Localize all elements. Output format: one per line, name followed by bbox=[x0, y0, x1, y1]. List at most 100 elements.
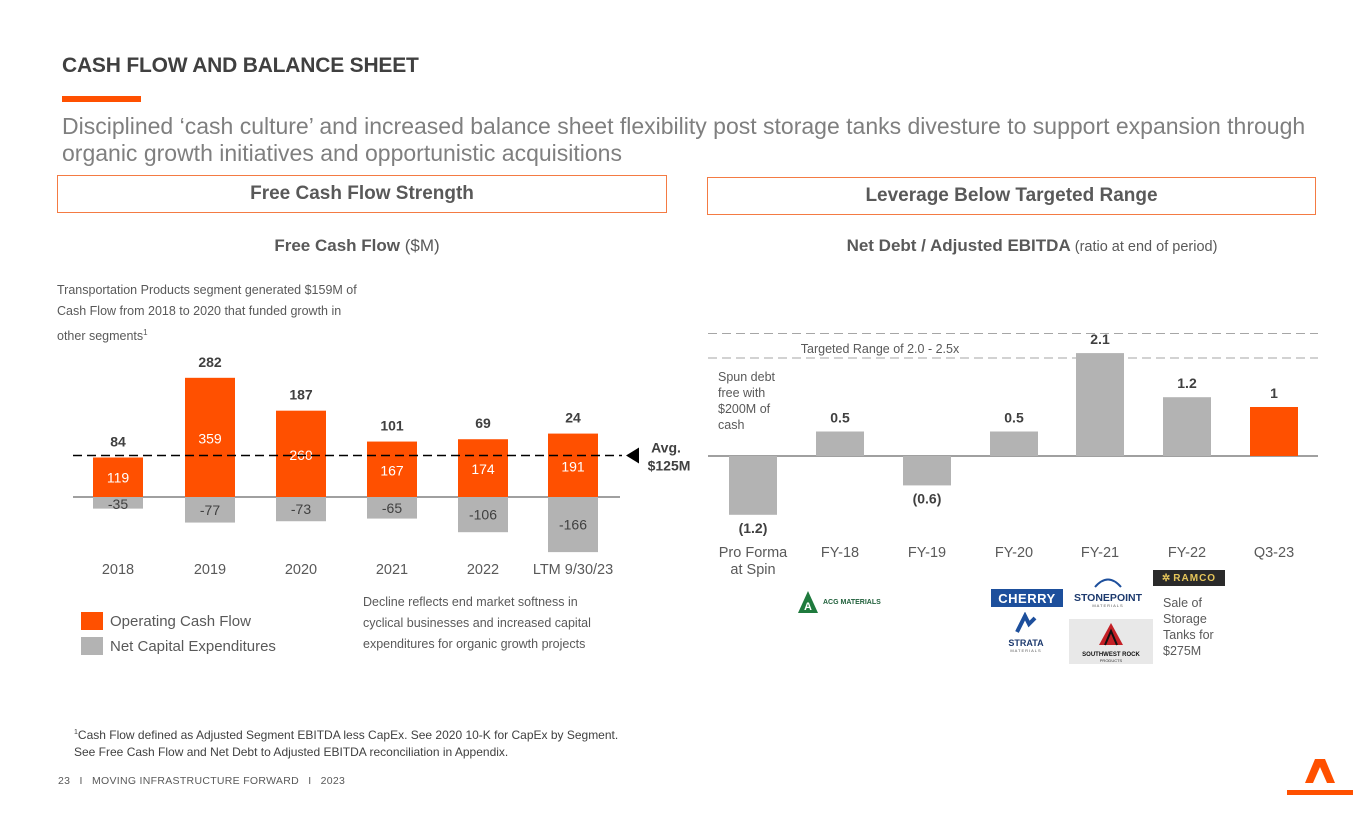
leverage-bar bbox=[1250, 407, 1298, 456]
operating-cash-flow-label: 167 bbox=[380, 462, 404, 478]
leverage-bar bbox=[816, 431, 864, 456]
strata-logo-text: STRATA bbox=[1008, 638, 1044, 648]
title-accent-bar bbox=[62, 96, 141, 102]
fcf-category-label: 2022 bbox=[467, 562, 499, 578]
acg-mark-letter: A bbox=[804, 601, 812, 613]
free-cash-flow-total-label: 84 bbox=[110, 433, 126, 449]
free-cash-flow-total-label: 69 bbox=[475, 415, 491, 431]
footer-sep-2: I bbox=[308, 775, 312, 787]
net-capex-bar bbox=[458, 497, 508, 533]
ramco-mark-icon: ✲ bbox=[1161, 572, 1172, 584]
right-panel-header-text: Leverage Below Targeted Range bbox=[865, 185, 1158, 206]
target-range-label: Targeted Range of 2.0 - 2.5x bbox=[801, 342, 960, 356]
average-label-line2: $125M bbox=[648, 458, 691, 474]
southwest-rock-logo-text: SOUTHWEST ROCK bbox=[1082, 652, 1140, 658]
southwest-rock-logo: SOUTHWEST ROCK PRODUCTS bbox=[1069, 619, 1153, 664]
free-cash-flow-total-label: 187 bbox=[289, 387, 313, 403]
page-subtitle: Disciplined ‘cash culture’ and increased… bbox=[62, 113, 1306, 166]
stonepoint-mark-icon bbox=[1094, 578, 1122, 588]
operating-cash-flow-bar bbox=[367, 441, 417, 497]
fcf-chart: 119-35842018359-772822019260-73187202016… bbox=[73, 354, 691, 578]
leverage-value-label: 1.2 bbox=[1177, 375, 1197, 391]
free-cash-flow-total-label: 101 bbox=[380, 418, 404, 434]
left-panel-header-text: Free Cash Flow Strength bbox=[250, 183, 474, 204]
net-capex-bar bbox=[185, 497, 235, 523]
fcf-category-label: 2021 bbox=[376, 562, 408, 578]
arcosa-logo-icon bbox=[1287, 759, 1353, 795]
leverage-category-label: FY-20 bbox=[995, 545, 1033, 561]
net-capex-label: -106 bbox=[469, 507, 497, 523]
strata-logo: STRATA MATERIALS bbox=[1001, 611, 1051, 653]
footnote-line-2: See Free Cash Flow and Net Debt to Adjus… bbox=[74, 745, 509, 759]
leverage-category-label: at Spin bbox=[730, 562, 775, 578]
right-panel-header: Leverage Below Targeted Range bbox=[707, 177, 1316, 215]
sale-storage-note: Sale of Storage Tanks for $275M bbox=[1163, 596, 1214, 658]
net-capex-label: -35 bbox=[108, 496, 128, 512]
footer: 23 I MOVING INFRASTRUCTURE FORWARD I 202… bbox=[58, 775, 345, 787]
fcf-category-label: 2019 bbox=[194, 562, 226, 578]
acg-mark-icon: A bbox=[798, 591, 818, 613]
acg-logo: A ACG MATERIALS bbox=[797, 590, 881, 614]
ramco-logo: ✲ RAMCO bbox=[1153, 570, 1225, 586]
strata-logo-sub: MATERIALS bbox=[1010, 648, 1042, 653]
fcf-chart-title-bold: Free Cash Flow bbox=[274, 236, 400, 255]
southwest-rock-mark-icon bbox=[1099, 623, 1123, 646]
legend-label-operating: Operating Cash Flow bbox=[110, 613, 251, 630]
fcf-chart-title-rest: ($M) bbox=[399, 236, 440, 255]
leverage-value-label: 1 bbox=[1270, 385, 1278, 401]
leverage-value-label: 0.5 bbox=[830, 410, 850, 426]
leverage-chart: Targeted Range of 2.0 - 2.5x (1.2) Pro For… bbox=[708, 331, 1318, 578]
spun-debt-note: Spun debt free with $200M of cash bbox=[718, 370, 775, 432]
leverage-category-label: FY-21 bbox=[1081, 545, 1119, 561]
ramco-logo-text: RAMCO bbox=[1173, 572, 1217, 584]
operating-cash-flow-bar bbox=[548, 433, 598, 497]
footnote-line-1: 1Cash Flow defined as Adjusted Segment E… bbox=[74, 724, 618, 744]
leverage-bar bbox=[729, 456, 777, 515]
leverage-category-label: FY-22 bbox=[1168, 545, 1206, 561]
net-capex-label: -77 bbox=[200, 502, 220, 518]
operating-cash-flow-bar bbox=[458, 439, 508, 497]
leverage-value-label: 2.1 bbox=[1090, 331, 1110, 347]
operating-cash-flow-bar bbox=[93, 457, 143, 497]
footnote-sup: 1 bbox=[74, 729, 78, 736]
cherry-logo: CHERRY bbox=[991, 589, 1063, 607]
left-panel-header: Free Cash Flow Strength bbox=[57, 175, 667, 213]
net-capex-label: -166 bbox=[559, 517, 587, 533]
page-title: CASH FLOW AND BALANCE SHEET bbox=[62, 54, 419, 77]
operating-cash-flow-label: 191 bbox=[561, 458, 585, 474]
transportation-note-text: Transportation Products segment generate… bbox=[57, 283, 357, 344]
net-capex-bar bbox=[548, 497, 598, 553]
operating-cash-flow-bar bbox=[185, 377, 235, 497]
net-capex-bar bbox=[93, 497, 143, 509]
footer-sep-1: I bbox=[79, 775, 83, 787]
net-capex-bar bbox=[276, 497, 326, 522]
footnote-line-1-text: Cash Flow defined as Adjusted Segment EB… bbox=[77, 728, 619, 742]
legend-label-capex: Net Capital Expenditures bbox=[110, 638, 276, 655]
leverage-bar bbox=[903, 456, 951, 486]
leverage-category-label: FY-18 bbox=[821, 545, 859, 561]
leverage-chart-title-bold: Net Debt / Adjusted EBITDA bbox=[846, 236, 1071, 255]
leverage-category-label: FY-19 bbox=[908, 545, 946, 561]
leverage-category-label: Pro Forma bbox=[719, 545, 788, 561]
operating-cash-flow-label: 119 bbox=[107, 469, 130, 485]
leverage-chart-title-rest: (ratio at end of period) bbox=[1070, 239, 1218, 255]
operating-cash-flow-label: 359 bbox=[198, 430, 222, 446]
legend-swatch-operating bbox=[81, 612, 103, 630]
footer-year: 2023 bbox=[320, 775, 346, 787]
transportation-note-sup: 1 bbox=[143, 328, 148, 337]
leverage-value-label: 0.5 bbox=[1004, 410, 1024, 426]
footnote: 1Cash Flow defined as Adjusted Segment E… bbox=[74, 724, 618, 761]
operating-cash-flow-label: 174 bbox=[471, 461, 495, 477]
stonepoint-logo-sub: MATERIALS bbox=[1092, 603, 1124, 608]
stonepoint-logo-text: STONEPOINT bbox=[1073, 592, 1143, 604]
leverage-category-label: Q3-23 bbox=[1254, 545, 1294, 561]
southwest-rock-logo-sub: PRODUCTS bbox=[1099, 658, 1123, 663]
leverage-bar bbox=[1076, 353, 1124, 456]
leverage-bar bbox=[990, 431, 1038, 456]
fcf-category-label: 2018 bbox=[102, 562, 134, 578]
free-cash-flow-total-label: 282 bbox=[198, 354, 222, 370]
net-capex-bar bbox=[367, 497, 417, 519]
net-capex-label: -73 bbox=[291, 501, 311, 517]
net-capex-label: -65 bbox=[382, 500, 402, 516]
free-cash-flow-total-label: 24 bbox=[565, 410, 581, 426]
